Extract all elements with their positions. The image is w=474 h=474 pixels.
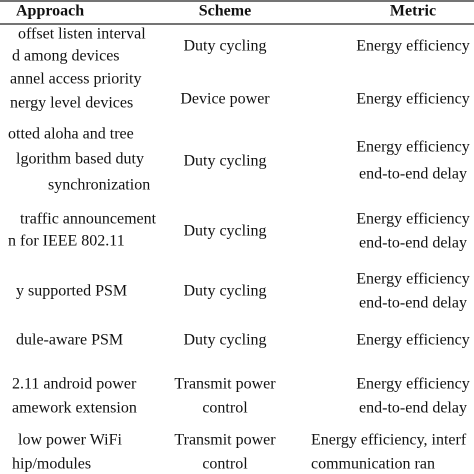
cell-text: lgorithm based duty	[16, 151, 144, 168]
cell-text: Energy efficiency	[356, 271, 470, 288]
cell-text: low power WiFi	[18, 432, 123, 449]
cell-text: Energy efficiency	[356, 139, 470, 156]
cell-text: Energy efficiency	[356, 211, 470, 228]
cell-text: 2.11 android power	[12, 376, 137, 393]
cell-text: control	[202, 400, 248, 417]
cell-text: y supported PSM	[16, 283, 127, 300]
cell-text: Energy efficiency	[356, 376, 470, 393]
cell-text: Transmit power	[174, 432, 276, 449]
cell-text: offset listen interval	[18, 26, 146, 43]
cell-text: Energy efficiency	[356, 38, 470, 55]
cell-text: Device power	[180, 91, 270, 108]
cell-text: synchronization	[48, 177, 150, 194]
cell-text: dule-aware PSM	[16, 332, 123, 349]
header-cell: Scheme	[199, 3, 251, 20]
cell-text: end-to-end delay	[359, 166, 467, 183]
cell-text: traffic announcement	[20, 211, 157, 228]
cell-text: end-to-end delay	[359, 400, 467, 417]
cell-text: Energy efficiency	[356, 332, 470, 349]
cell-text: Energy efficiency, interf	[311, 432, 467, 449]
cell-text: otted aloha and tree	[8, 126, 134, 143]
cell-text: Duty cycling	[183, 332, 266, 349]
cell-text: amework extension	[12, 400, 137, 417]
cell-text: end-to-end delay	[359, 235, 467, 252]
cell-text: Duty cycling	[183, 283, 266, 300]
cell-text: control	[202, 456, 248, 473]
cell-text: n for IEEE 802.11	[8, 233, 125, 250]
header-cell: Approach	[16, 3, 84, 20]
cell-text: annel access priority	[10, 71, 142, 88]
cell-text: Energy efficiency	[356, 91, 470, 108]
cell-text: Duty cycling	[183, 223, 266, 240]
cell-text: Transmit power	[174, 376, 276, 393]
cell-text: end-to-end delay	[359, 295, 467, 312]
cell-text: Duty cycling	[183, 153, 266, 170]
cell-text: d among devices	[12, 48, 120, 65]
cell-text: Duty cycling	[183, 38, 266, 55]
header-cell: Metric	[390, 3, 436, 20]
cell-text: communication ran	[311, 456, 435, 473]
cell-text: hip/modules	[12, 456, 91, 473]
cell-text: nergy level devices	[10, 95, 133, 112]
